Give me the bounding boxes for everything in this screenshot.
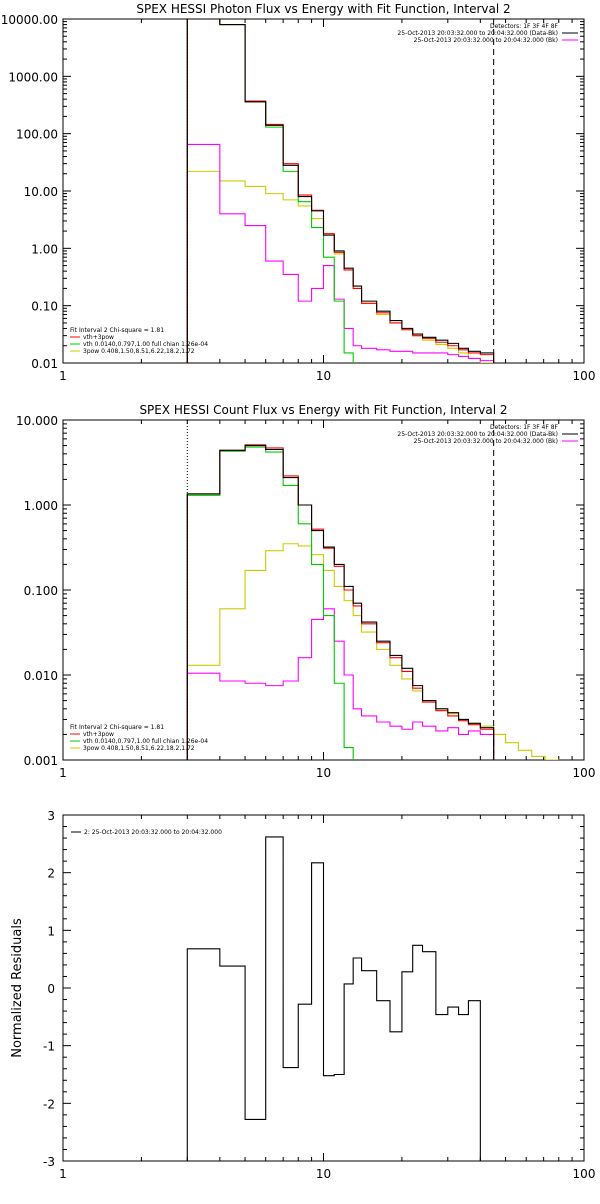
y-tick-label: 100.00 [16, 128, 58, 142]
legend-label: 25-Oct-2013 20:03:32.000 to 20:04:32.000… [397, 431, 558, 438]
chart-title: SPEX HESSI Photon Flux vs Energy with Fi… [136, 2, 510, 16]
series-line-data-bk [186, 445, 495, 760]
x-tick-label: 100 [573, 369, 596, 383]
legend-label: 3pow 0.408,1.50,8.51,6.22,18.2,1.72 [83, 745, 195, 752]
x-tick-label: 10 [316, 1167, 331, 1181]
y-tick-label: 0.10 [31, 300, 58, 314]
series-line-vth [186, 446, 354, 760]
y-axis-label: Normalized Residuals [10, 918, 25, 1058]
chart-panel-1: SPEX HESSI Photon Flux vs Energy with Fi… [1, 2, 596, 383]
y-tick-label: 10.000 [16, 414, 58, 428]
legend-label: 25-Oct-2013 20:03:32.000 to 20:04:32.000… [397, 30, 558, 37]
chart-title: SPEX HESSI Count Flux vs Energy with Fit… [139, 403, 507, 417]
y-tick-label: 0.010 [24, 669, 58, 683]
y-tick-label: 0 [47, 982, 55, 996]
y-tick-label: -1 [43, 1040, 55, 1054]
legend-label: vth+3pow [83, 731, 114, 738]
legend-label: 2: 25-Oct-2013 20:03:32.000 to 20:04:32.… [84, 829, 222, 836]
y-tick-label: 1000.00 [8, 70, 58, 84]
x-tick-label: 1 [59, 1167, 67, 1181]
legend-label: vth 0.0140,0.797,1.00 full chian 1.26e-0… [83, 341, 208, 348]
legend-label: Fit Interval 2 Chi-square = 1.81 [70, 327, 164, 334]
series-line-vth-3pow [186, 444, 495, 760]
y-tick-label: 0.001 [24, 754, 58, 768]
y-tick-label: 1.000 [24, 499, 58, 513]
data-layer [186, 444, 560, 760]
y-tick-label: -3 [43, 1155, 55, 1169]
y-tick-label: 1 [47, 924, 55, 938]
legend-label: vth 0.0140,0.797,1.00 full chian 1.26e-0… [83, 738, 208, 745]
legend-legend-top-left: 2: 25-Oct-2013 20:03:32.000 to 20:04:32.… [71, 829, 222, 836]
x-tick-label: 10 [316, 369, 331, 383]
series-line-vth [186, 19, 354, 363]
series-line-vth-3pow [186, 19, 495, 363]
x-tick-label: 100 [573, 766, 596, 780]
series-line-bk [186, 143, 495, 363]
chart-panel-3: 1 10 100 -3 -2 -1 0 1 2 3 Normalized Residuals 2: 2… [10, 809, 595, 1181]
y-tick-label: 10.00 [24, 185, 58, 199]
y-tick-label: 0.100 [24, 584, 58, 598]
x-tick-label: 100 [573, 1167, 596, 1181]
series-line-2-25-oct-2013-20-03-32-000-to-20-04-32-000 [186, 836, 481, 1161]
y-tick-label: 0.01 [31, 357, 58, 371]
y-tick-label: 3 [47, 809, 55, 823]
y-tick-label: 10000.00 [1, 13, 58, 27]
legend-label: 25-Oct-2013 20:03:32.000 to 20:04:32.000… [414, 438, 558, 445]
legend-label: 3pow 0.408,1.50,8.51,6.22,18.2,1.72 [83, 348, 195, 355]
legend-label: 25-Oct-2013 20:03:32.000 to 20:04:32.000… [414, 37, 558, 44]
x-tick-label: 1 [59, 766, 67, 780]
legend-legend-bottom-left: Fit Interval 2 Chi-square = 1.81vth+3pow… [70, 724, 208, 752]
plot-frame [62, 18, 585, 364]
data-layer [186, 836, 481, 1161]
legend-label: Detectors: 1F 3F 4F 8F [490, 23, 559, 30]
series-line-bk [186, 608, 495, 760]
legend-legend-bottom-left: Fit Interval 2 Chi-square = 1.81vth+3pow… [70, 327, 208, 355]
legend-label: Fit Interval 2 Chi-square = 1.81 [70, 724, 164, 731]
y-tick-label: 1.00 [31, 242, 58, 256]
chart-panel-2: SPEX HESSI Count Flux vs Energy with Fit… [16, 403, 596, 780]
series-line-data-bk [186, 19, 495, 363]
legend-label: vth+3pow [83, 334, 114, 341]
series-line-3pow [186, 543, 560, 760]
y-tick-label: 2 [47, 867, 55, 881]
y-tick-label: -2 [43, 1097, 55, 1111]
x-tick-label: 10 [316, 766, 331, 780]
legend-label: Detectors: 1F 3F 4F 8F [490, 424, 559, 431]
data-layer [186, 19, 495, 363]
x-tick-label: 1 [59, 369, 67, 383]
